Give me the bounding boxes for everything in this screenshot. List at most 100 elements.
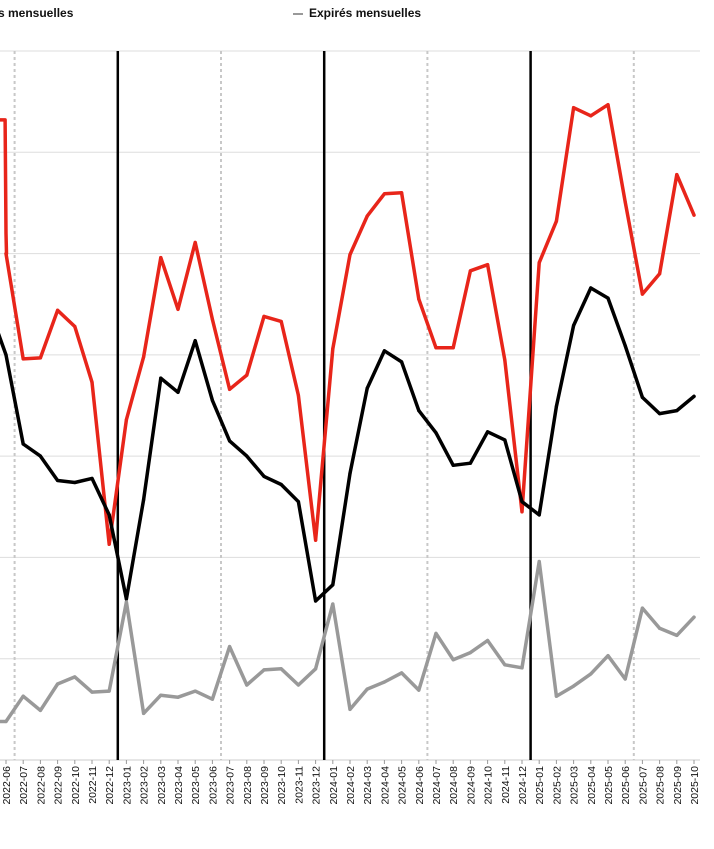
x-tick-label: 2025-07 [637,766,649,805]
data-point [658,272,662,276]
data-point [451,658,455,662]
x-tick-label: 2025-01 [534,766,546,805]
data-point [640,395,645,399]
grid-lines [0,50,700,761]
x-tick-label: 2024-05 [397,766,409,805]
data-point [537,261,541,265]
data-point [193,339,197,343]
data-point [107,542,111,546]
data-point [606,296,610,300]
data-point [486,638,490,643]
x-tick-label: 2024-07 [431,766,443,805]
data-point [262,668,266,672]
data-point [262,474,266,478]
data-point [486,263,490,267]
x-tick-label: 2023-07 [225,766,237,805]
x-tick-label: 2023-11 [293,766,305,804]
legend-item-left: s mensuelles [0,6,73,20]
data-point [503,438,507,442]
data-point [554,694,559,698]
data-point [554,404,559,409]
data-point [434,631,438,635]
data-point [520,500,524,504]
data-point [21,357,25,361]
data-point [692,394,696,398]
data-point [296,393,300,397]
data-point [382,349,386,353]
data-point [90,690,94,694]
data-point [107,689,111,693]
data-point [73,480,77,485]
data-point [451,463,455,467]
x-tick-label: 2024-01 [328,766,340,805]
data-point [296,683,300,687]
data-point [382,192,386,196]
data-point [606,654,610,658]
data-point [468,651,472,655]
x-tick-label: 2023-03 [156,766,168,805]
data-point [245,454,249,458]
data-point [245,683,249,687]
data-point [73,675,77,679]
x-tick-label: 2023-06 [207,766,219,805]
data-point [176,390,180,394]
data-point [73,324,77,329]
x-tick-label: 2022-09 [53,766,65,805]
data-point [210,398,214,403]
x-tick-label: 2022-08 [35,766,47,805]
data-point [331,583,335,587]
x-tick-label: 2023-09 [259,766,271,805]
x-tick-label: 2025-06 [620,766,632,805]
data-point [572,323,576,328]
data-point [537,559,541,564]
data-point [210,697,214,701]
x-axis: 2022-06 2022-07 2022-08 2022-09 2022-10 2022-… [1,760,701,805]
x-tick-label: 2025-04 [586,766,598,805]
x-tick-label: 2023-12 [311,766,323,805]
data-point [623,200,627,204]
data-point [314,667,318,671]
data-point [228,439,232,443]
x-tick-label: 2023-05 [190,766,202,805]
data-point [503,358,507,362]
data-point [159,376,163,380]
x-tick-label: 2024-08 [448,766,460,805]
data-point [159,256,163,260]
data-point [692,213,696,217]
data-point [176,307,180,311]
data-point [400,671,404,675]
x-tick-label: 2023-02 [139,766,151,805]
data-point [142,498,146,502]
x-tick-label: 2022-06 [1,766,13,805]
data-point [90,380,94,384]
data-point [417,408,421,413]
x-tick-label: 2024-03 [362,766,374,805]
data-point [486,430,490,434]
data-point [4,251,8,256]
legend-swatch-expires [293,12,303,15]
x-tick-label: 2023-10 [276,766,288,805]
data-point [107,513,111,517]
series-lines [0,102,696,724]
data-point [658,412,662,416]
data-point [640,292,645,296]
data-point [417,688,421,692]
data-point [520,666,524,670]
data-point [142,355,146,359]
data-point [56,308,60,312]
data-point [331,602,335,606]
data-point [675,633,679,638]
data-point [503,663,507,667]
data-point [210,317,214,322]
x-tick-label: 2024-09 [465,766,477,805]
x-tick-label: 2024-11 [500,766,512,804]
data-point [262,314,266,318]
x-tick-label: 2022-07 [18,766,30,805]
data-point [193,240,197,245]
data-point [589,286,593,290]
x-tick-label: 2024-12 [517,766,529,805]
data-point [279,667,283,671]
series-line-0 [0,102,696,547]
series-line-1 [0,286,696,603]
data-point [56,682,60,686]
